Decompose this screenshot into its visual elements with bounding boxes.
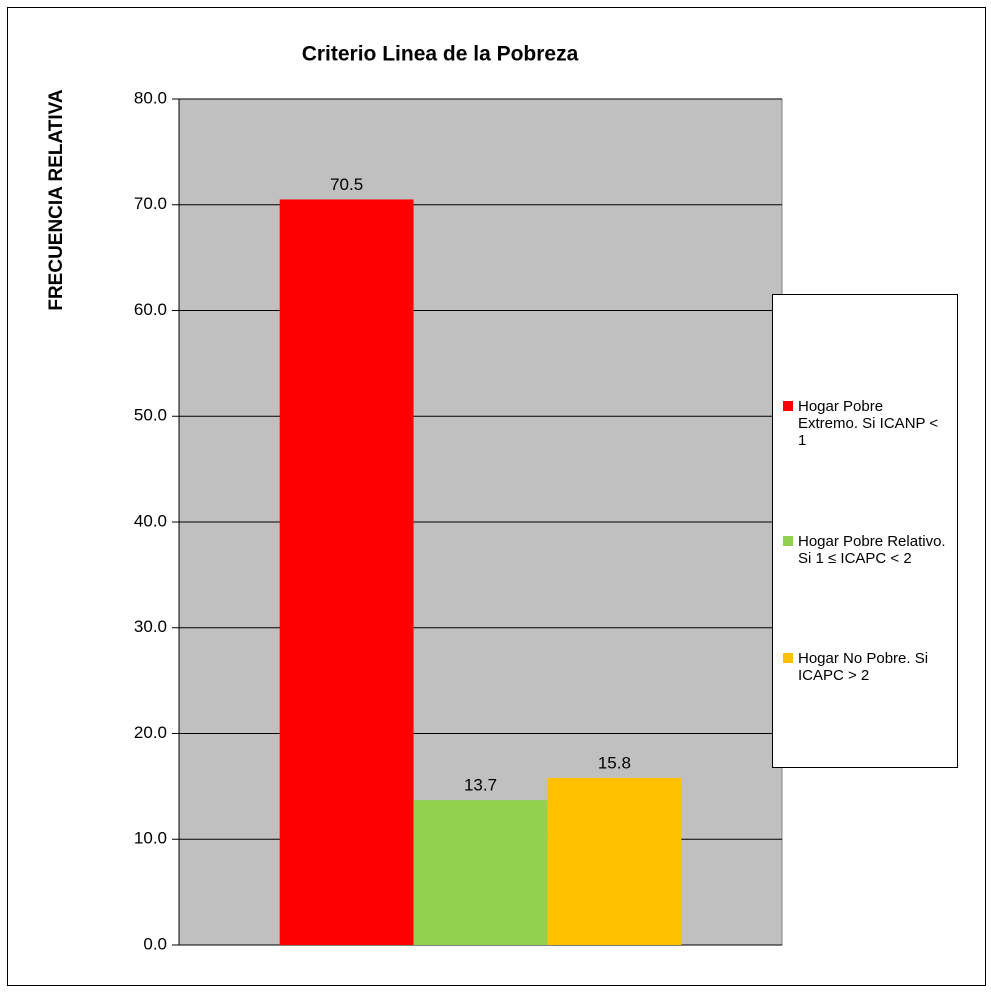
legend: Hogar Pobre Extremo. Si ICANP < 1 Hogar P… — [772, 294, 958, 768]
y-tick-label: 30.0 — [134, 617, 167, 636]
y-axis-title: FRECUENCIA RELATIVA — [46, 89, 67, 311]
data-label: 70.5 — [330, 175, 363, 194]
legend-label: Hogar Pobre Extremo. Si ICANP < 1 — [798, 398, 939, 450]
data-label: 13.7 — [464, 776, 497, 795]
legend-label: Hogar Pobre Relativo. Si 1 ≤ ICAPC < 2 — [798, 532, 946, 567]
y-tick-label: 0.0 — [143, 934, 167, 953]
y-tick-label: 50.0 — [134, 406, 167, 425]
legend-label: Hogar No Pobre. Si ICAPC > 2 — [798, 649, 929, 684]
bar — [279, 199, 414, 945]
legend-swatch — [783, 535, 793, 546]
legend-item: Hogar Pobre Relativo. Si 1 ≤ ICAPC < 2 — [773, 533, 957, 567]
y-tick-label: 10.0 — [134, 829, 167, 848]
legend-item: Hogar No Pobre. Si ICAPC > 2 — [773, 650, 957, 684]
y-tick-label: 20.0 — [134, 723, 167, 742]
legend-item: Hogar Pobre Extremo. Si ICANP < 1 — [773, 398, 957, 449]
chart-title: Criterio Linea de la Pobreza — [302, 43, 579, 66]
legend-swatch — [783, 401, 793, 412]
y-tick-label: 70.0 — [134, 194, 167, 213]
y-tick-label: 40.0 — [134, 511, 167, 530]
y-tick-label: 60.0 — [134, 300, 167, 319]
bar — [413, 800, 548, 945]
bar — [547, 777, 682, 945]
legend-swatch — [783, 652, 793, 663]
y-tick-label: 80.0 — [134, 88, 167, 107]
data-label: 15.8 — [598, 753, 631, 772]
